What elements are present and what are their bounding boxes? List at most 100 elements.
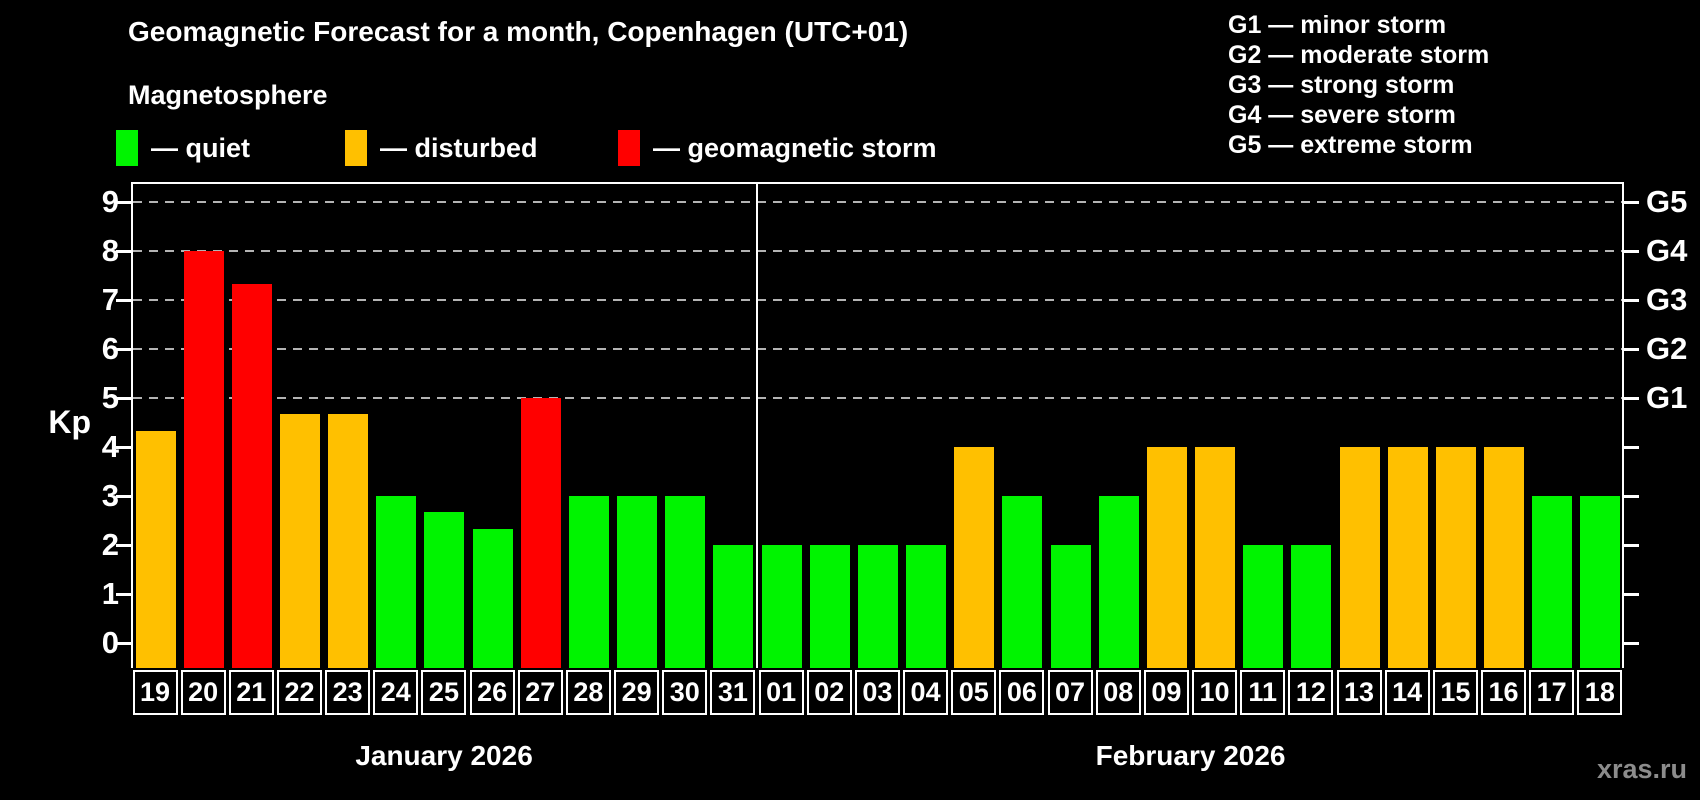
storm-scale-item-g2: G2 — moderate storm [1228, 41, 1490, 69]
y-axis-tick-right-8 [1624, 249, 1639, 253]
kp-bar-01 [761, 545, 802, 668]
gridline-kp6 [133, 348, 1622, 350]
day-label-30: 30 [662, 670, 708, 715]
day-label-13: 13 [1336, 670, 1382, 715]
y-axis-tick-right-4 [1624, 445, 1639, 449]
kp-bar-03 [857, 545, 898, 668]
kp-bar-15 [1435, 447, 1476, 668]
gridline-kp9 [133, 201, 1622, 203]
g-scale-label-g3: G3 [1646, 282, 1688, 317]
legend-item-quiet: — quiet [116, 128, 250, 168]
kp-bar-24 [376, 496, 417, 668]
kp-bar-11 [1243, 545, 1284, 668]
storm-swatch [618, 130, 640, 166]
y-axis-tick-right-2 [1624, 543, 1639, 547]
kp-bar-05 [954, 447, 995, 668]
kp-bar-08 [1098, 496, 1139, 668]
day-label-22: 22 [276, 670, 322, 715]
y-axis-tick-right-6 [1624, 347, 1639, 351]
y-tick-label-8: 8 [101, 233, 119, 268]
kp-bar-31 [713, 545, 754, 668]
kp-bar-04 [906, 545, 947, 668]
g-scale-label-g2: G2 [1646, 331, 1688, 366]
y-axis-tick-right-0 [1624, 641, 1639, 645]
y-tick-label-6: 6 [101, 331, 119, 366]
kp-bar-12 [1291, 545, 1332, 668]
y-axis-tick-right-1 [1624, 592, 1639, 596]
y-tick-label-9: 9 [101, 184, 119, 219]
day-label-01: 01 [758, 670, 804, 715]
kp-bar-25 [424, 512, 465, 668]
day-label-17: 17 [1529, 670, 1575, 715]
month-label-january: January 2026 [355, 740, 533, 771]
plot-frame-left [131, 182, 133, 668]
y-axis-tick-left-3 [116, 494, 131, 498]
day-label-24: 24 [373, 670, 419, 715]
kp-bar-09 [1146, 447, 1187, 668]
day-label-12: 12 [1288, 670, 1334, 715]
y-axis-tick-left-1 [116, 592, 131, 596]
day-label-14: 14 [1384, 670, 1430, 715]
g-scale-label-g1: G1 [1646, 380, 1688, 415]
gridline-kp7 [133, 299, 1622, 301]
day-label-23: 23 [325, 670, 371, 715]
y-axis-tick-left-4 [116, 445, 131, 449]
y-axis-tick-left-5 [116, 396, 131, 400]
plot-area: Kp 0 1 2 3 4 5 6 7 8 9 G1 G2 G3 G4 G5 19 20 21 22 23 24 25 26 2… [48, 182, 1687, 800]
legend-label-quiet: — quiet [151, 132, 250, 163]
kp-bar-27 [520, 398, 561, 668]
y-axis-tick-left-2 [116, 543, 131, 547]
kp-bar-21 [231, 283, 272, 668]
month-divider [756, 182, 759, 668]
day-label-10: 10 [1192, 670, 1238, 715]
plot-frame-top [131, 182, 1624, 184]
day-label-29: 29 [614, 670, 660, 715]
storm-scale-legend: G1 — minor storm G2 — moderate storm G3 — … [1228, 10, 1489, 160]
kp-bar-06 [1002, 496, 1043, 668]
day-label-31: 31 [710, 670, 756, 715]
color-legend: — quiet — disturbed — geomagnetic storm [0, 128, 1100, 172]
y-tick-label-4: 4 [101, 429, 119, 464]
day-label-21: 21 [228, 670, 274, 715]
kp-bar-23 [328, 414, 369, 668]
kp-bar-17 [1532, 496, 1573, 668]
watermark-link[interactable]: xras.ru [1596, 754, 1687, 784]
y-tick-label-1: 1 [101, 576, 119, 611]
kp-bar-07 [1050, 545, 1091, 668]
y-axis-tick-right-3 [1624, 494, 1639, 498]
day-label-11: 11 [1240, 670, 1286, 715]
y-tick-label-0: 0 [101, 625, 119, 660]
day-label-06: 06 [999, 670, 1045, 715]
kp-bar-02 [809, 545, 850, 668]
storm-scale-item-g5: G5 — extreme storm [1228, 131, 1473, 159]
kp-bar-29 [617, 496, 658, 668]
legend-item-disturbed: — disturbed [345, 128, 538, 168]
y-axis-tick-left-7 [116, 298, 131, 302]
day-label-19: 19 [132, 670, 178, 715]
plot-frame-right [1622, 182, 1624, 668]
chart-subtitle: Magnetosphere [128, 80, 328, 110]
y-tick-label-3: 3 [101, 478, 119, 513]
quiet-swatch [116, 130, 138, 166]
day-label-27: 27 [517, 670, 563, 715]
g-scale-label-g4: G4 [1646, 233, 1688, 268]
day-label-15: 15 [1432, 670, 1478, 715]
day-label-08: 08 [1095, 670, 1141, 715]
legend-label-storm: — geomagnetic storm [653, 132, 937, 163]
day-label-03: 03 [854, 670, 900, 715]
y-axis-tick-left-9 [116, 200, 131, 204]
day-label-25: 25 [421, 670, 467, 715]
month-label-february: February 2026 [1095, 740, 1286, 771]
kp-bar-19 [135, 430, 176, 668]
kp-bar-10 [1195, 447, 1236, 668]
y-axis-tick-left-8 [116, 249, 131, 253]
day-label-05: 05 [951, 670, 997, 715]
y-tick-label-2: 2 [101, 527, 119, 562]
day-label-20: 20 [180, 670, 226, 715]
kp-bar-16 [1484, 447, 1525, 668]
storm-scale-item-g3: G3 — strong storm [1228, 71, 1455, 99]
day-label-04: 04 [903, 670, 949, 715]
y-axis-tick-left-0 [116, 641, 131, 645]
day-label-16: 16 [1481, 670, 1527, 715]
